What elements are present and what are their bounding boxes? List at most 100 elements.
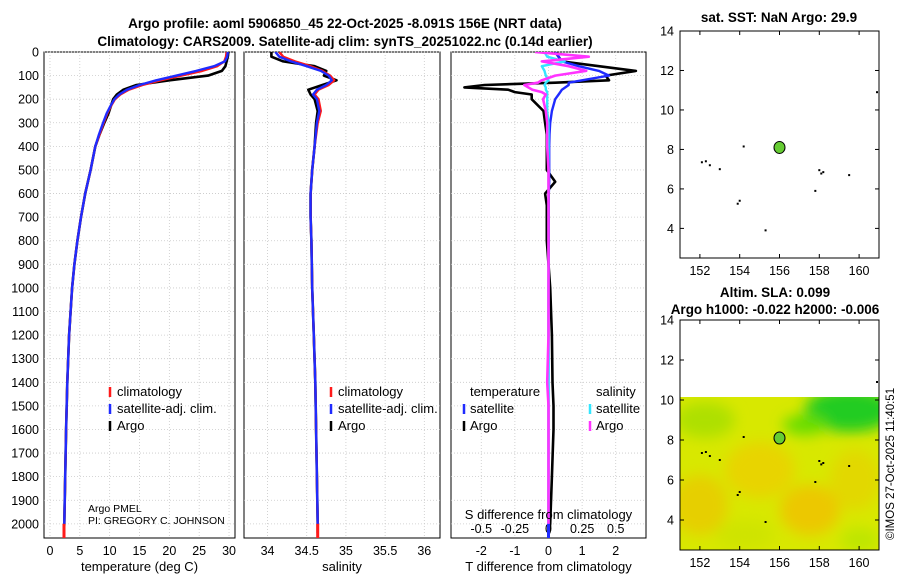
depth-tick-label: 200 bbox=[18, 93, 39, 107]
island-speck bbox=[814, 481, 817, 483]
x2-tick-label: -0.25 bbox=[501, 522, 530, 536]
sla-map-title-2: Argo h1000: -0.022 h2000: -0.006 bbox=[671, 302, 880, 317]
depth-tick-label: 2000 bbox=[11, 517, 39, 531]
x-tick-label: -1 bbox=[509, 544, 520, 558]
island-speck bbox=[736, 202, 739, 205]
x-tick-label: 2 bbox=[612, 544, 619, 558]
map-y-tick-label: 14 bbox=[660, 314, 674, 328]
island-speck bbox=[742, 145, 745, 148]
series-line-satellite-adj-clim- bbox=[274, 52, 333, 534]
salinity-xlabel: salinity bbox=[322, 559, 362, 574]
island-speck bbox=[718, 459, 721, 461]
map-x-tick-label: 152 bbox=[689, 556, 710, 570]
map-x-tick-label: 152 bbox=[689, 264, 710, 278]
imos-stamp: ©IMOS 27-Oct-2025 11:40:51 bbox=[885, 388, 897, 540]
depth-tick-label: 700 bbox=[18, 211, 39, 225]
difference-x2label: S difference from climatology bbox=[465, 507, 633, 522]
legend-salinity-header: salinity bbox=[596, 384, 636, 399]
sla-map-panel: Altim. SLA: 0.099 Argo h1000: -0.022 h20… bbox=[660, 285, 880, 570]
sla-map-title-1: Altim. SLA: 0.099 bbox=[720, 285, 830, 300]
legend-temp-argo-label: Argo bbox=[470, 418, 497, 433]
island-speck bbox=[876, 91, 879, 94]
island-speck bbox=[704, 451, 707, 453]
x-tick-label: 20 bbox=[162, 544, 176, 558]
depth-tick-label: 400 bbox=[18, 140, 39, 154]
x-tick-label: 30 bbox=[222, 544, 236, 558]
legend-argo-label: Argo bbox=[117, 418, 144, 433]
x-tick-label: 15 bbox=[133, 544, 147, 558]
x-tick-label: 35.5 bbox=[373, 544, 397, 558]
map-x-tick-label: 154 bbox=[729, 264, 750, 278]
map-y-tick-label: 8 bbox=[667, 143, 674, 157]
argo-pi: PI: GREGORY C. JOHNSON bbox=[88, 515, 225, 527]
legend-satellite-label: satellite-adj. clim. bbox=[338, 401, 438, 416]
temperature-xlabel: temperature (deg C) bbox=[81, 559, 198, 574]
temperature-panel: 0100200300400500600700800900100011001200… bbox=[11, 46, 236, 575]
legend-climatology-label: climatology bbox=[117, 384, 183, 399]
x-tick-label: 36 bbox=[417, 544, 431, 558]
depth-tick-label: 500 bbox=[18, 163, 39, 177]
island-speck bbox=[818, 460, 821, 462]
map-x-tick-label: 158 bbox=[809, 556, 830, 570]
sst-map-panel: sat. SST: NaN Argo: 29.9 152 154 156 158 160… bbox=[660, 10, 880, 278]
depth-tick-label: 1200 bbox=[11, 329, 39, 343]
x-tick-label: 0 bbox=[545, 544, 552, 558]
depth-tick-label: 100 bbox=[18, 69, 39, 83]
legend-sal-argo-label: Argo bbox=[596, 418, 623, 433]
island-speck bbox=[700, 452, 703, 454]
temperature-legend: climatology satellite-adj. clim. Argo bbox=[108, 384, 217, 433]
island-speck bbox=[820, 172, 823, 175]
island-speck bbox=[820, 463, 823, 466]
legend-temperature-header: temperature bbox=[470, 384, 540, 399]
map-y-tick-label: 6 bbox=[667, 474, 674, 488]
x-tick-label: -2 bbox=[476, 544, 487, 558]
difference-xlabel: T difference from climatology bbox=[465, 559, 632, 574]
island-speck bbox=[704, 160, 707, 163]
argo-position-marker bbox=[773, 140, 786, 154]
x-tick-label: 1 bbox=[579, 544, 586, 558]
island-speck bbox=[764, 521, 767, 523]
x2-tick-label: 0.5 bbox=[607, 522, 624, 536]
x-tick-label: 34 bbox=[261, 544, 275, 558]
series-line-satellite-adj-clim- bbox=[62, 52, 229, 534]
map-y-tick-label: 10 bbox=[660, 103, 674, 117]
x-tick-label: 0 bbox=[46, 544, 53, 558]
legend-climatology-label: climatology bbox=[338, 384, 404, 399]
map-y-tick-label: 6 bbox=[667, 182, 674, 196]
island-speck bbox=[764, 229, 767, 232]
title-line-2: Climatology: CARS2009. Satellite-adj cli… bbox=[97, 34, 592, 49]
island-speck bbox=[822, 171, 825, 174]
depth-tick-label: 1900 bbox=[11, 494, 39, 508]
depth-tick-label: 1600 bbox=[11, 423, 39, 437]
title-line-1: Argo profile: aoml 5906850_45 22-Oct-202… bbox=[128, 16, 562, 31]
map-x-tick-label: 158 bbox=[809, 264, 830, 278]
depth-tick-label: 1500 bbox=[11, 399, 39, 413]
salinity-legend: climatology satellite-adj. clim. Argo bbox=[329, 384, 438, 433]
island-speck bbox=[818, 169, 821, 172]
x-tick-label: 10 bbox=[103, 544, 117, 558]
x2-tick-label: 0.25 bbox=[570, 522, 594, 536]
difference-legend: temperature salinity satellite Argo sate… bbox=[462, 384, 640, 433]
island-speck bbox=[822, 462, 825, 464]
x-tick-label: 35 bbox=[339, 544, 353, 558]
map-y-tick-label: 8 bbox=[667, 434, 674, 448]
island-speck bbox=[736, 494, 739, 496]
depth-tick-label: 900 bbox=[18, 258, 39, 272]
island-speck bbox=[742, 436, 745, 438]
depth-tick-label: 0 bbox=[32, 46, 39, 60]
island-speck bbox=[876, 381, 879, 383]
legend-sal-satellite-label: satellite bbox=[596, 401, 640, 416]
depth-tick-label: 300 bbox=[18, 116, 39, 130]
island-speck bbox=[848, 174, 851, 177]
map-y-tick-label: 14 bbox=[660, 25, 674, 39]
map-x-tick-label: 160 bbox=[849, 264, 870, 278]
legend-temp-satellite-label: satellite bbox=[470, 401, 514, 416]
salinity-axes bbox=[243, 51, 441, 539]
island-speck bbox=[848, 465, 851, 467]
legend-satellite-label: satellite-adj. clim. bbox=[117, 401, 217, 416]
depth-tick-label: 1400 bbox=[11, 376, 39, 390]
map-x-tick-label: 154 bbox=[729, 556, 750, 570]
salinity-panel: 34 34.5 35 35.5 36 salinity climatology sate… bbox=[243, 51, 441, 574]
